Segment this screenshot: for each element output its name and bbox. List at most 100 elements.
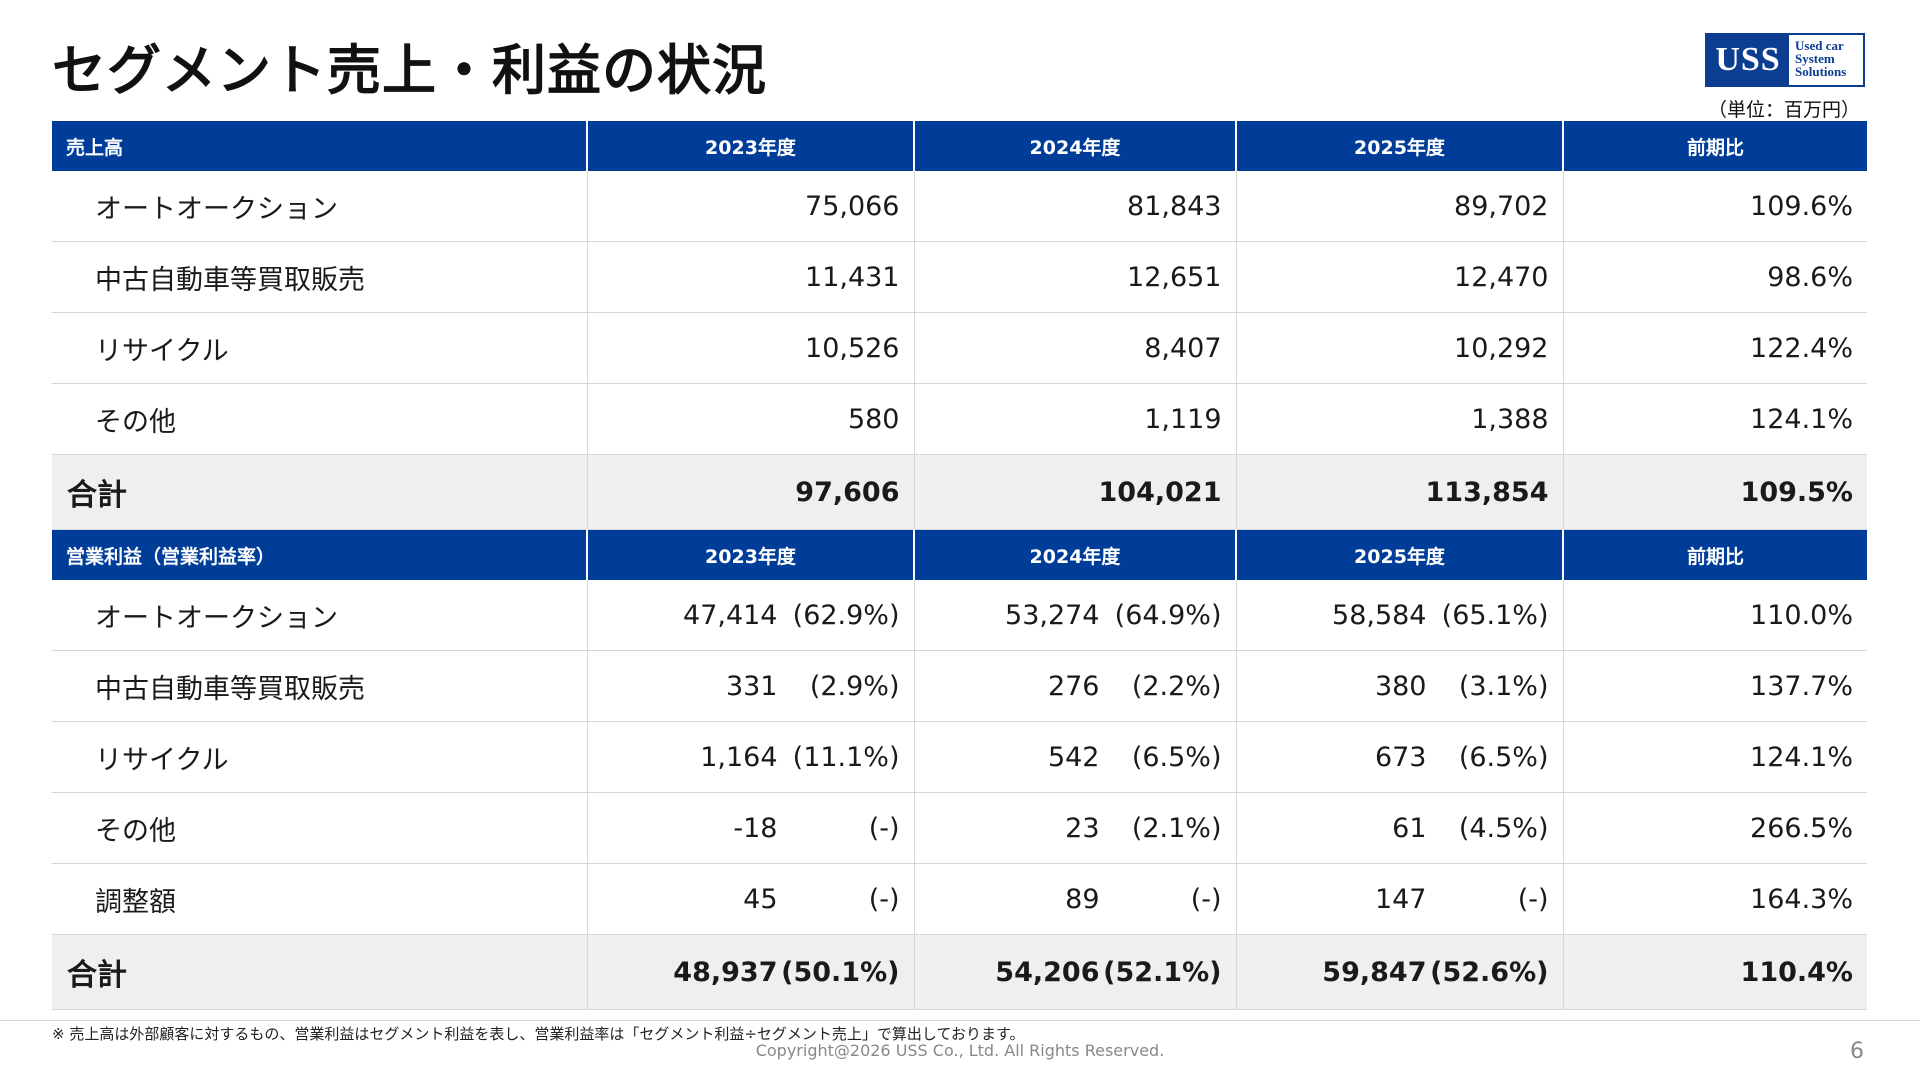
profit-value: 1,164: [700, 741, 778, 773]
segment-label: オートオークション: [52, 171, 587, 242]
value-cell: 81,843: [913, 171, 1236, 242]
value-cell: 580: [586, 383, 914, 455]
total-ratio-cell: 109.5%: [1562, 454, 1867, 530]
total-value-cell: 104,021: [913, 454, 1236, 530]
total-label: 合計: [52, 934, 587, 1010]
profit-margin: (2.1%): [1131, 812, 1222, 844]
profit-margin: (2.2%): [1131, 670, 1222, 702]
profit-margin: (2.9%): [809, 670, 900, 702]
value-cell: 12,470: [1235, 241, 1563, 313]
profit-value: 89: [1065, 883, 1100, 915]
profit-value: 147: [1374, 883, 1427, 915]
profit-margin: (-): [868, 883, 900, 915]
value-cell: 12,651: [913, 241, 1236, 313]
table-header-cell: 2024年度: [913, 529, 1236, 580]
profit-margin: (6.5%): [1131, 741, 1222, 773]
table-row: 調整額 45 (-) 89 (-) 147 (-) 164.3%: [52, 863, 1867, 935]
value-cell: 47,414 (62.9%): [586, 580, 914, 651]
profit-value: 47,414: [683, 599, 778, 631]
profit-header-row: 営業利益（営業利益率） 2023年度 2024年度 2025年度 前期比: [52, 529, 1867, 580]
profit-value: 380: [1374, 670, 1427, 702]
segment-label: オートオークション: [52, 580, 587, 651]
value-cell: 1,119: [913, 383, 1236, 455]
value-cell: -18 (-): [586, 792, 914, 864]
table-row: オートオークション 75,066 81,843 89,702 109.6%: [52, 171, 1867, 242]
table-header-cell: 売上高: [52, 121, 587, 171]
value-cell: 380 (3.1%): [1235, 650, 1563, 722]
table-header-cell: 2024年度: [913, 121, 1236, 171]
profit-margin: (4.5%): [1458, 812, 1549, 844]
profit-value: 61: [1392, 812, 1427, 844]
footnote: ※ 売上高は外部顧客に対するもの、営業利益はセグメント利益を表し、営業利益率は「…: [52, 1025, 1025, 1043]
profit-value: 276: [1047, 670, 1100, 702]
logo-sub-line: Solutions: [1795, 64, 1847, 79]
total-value-cell: 59,847 (52.6%): [1235, 934, 1563, 1010]
table-row: その他 -18 (-) 23 (2.1%) 61 (4.5%) 266.5%: [52, 792, 1867, 864]
value-cell: 89,702: [1235, 171, 1563, 242]
table-header-cell: 2023年度: [586, 121, 914, 171]
table-header-cell: 営業利益（営業利益率）: [52, 529, 587, 580]
value-cell: 89 (-): [913, 863, 1236, 935]
value-cell: 61 (4.5%): [1235, 792, 1563, 864]
value-cell: 23 (2.1%): [913, 792, 1236, 864]
segment-table: 売上高 2023年度 2024年度 2025年度 前期比 オートオークション 7…: [52, 121, 1867, 1010]
profit-margin: (52.6%): [1430, 956, 1549, 988]
table-row: 中古自動車等買取販売 11,431 12,651 12,470 98.6%: [52, 241, 1867, 313]
profit-value: 45: [743, 883, 778, 915]
segment-label: その他: [52, 383, 587, 455]
profit-margin: (52.1%): [1103, 956, 1222, 988]
ratio-cell: 124.1%: [1562, 721, 1867, 793]
profit-margin: (-): [868, 812, 900, 844]
value-cell: 11,431: [586, 241, 914, 313]
value-cell: 45 (-): [586, 863, 914, 935]
logo-main-text: USS: [1707, 35, 1789, 85]
segment-label: 中古自動車等買取販売: [52, 650, 587, 722]
copyright: Copyright@2026 USS Co., Ltd. All Rights …: [755, 1041, 1165, 1060]
sales-header-row: 売上高 2023年度 2024年度 2025年度 前期比: [52, 121, 1867, 171]
segment-label: 調整額: [52, 863, 587, 935]
total-label: 合計: [52, 454, 587, 530]
segment-label: 中古自動車等買取販売: [52, 241, 587, 313]
profit-margin: (64.9%): [1114, 599, 1222, 631]
profit-margin: (62.9%): [792, 599, 900, 631]
value-cell: 10,292: [1235, 312, 1563, 384]
table-row: その他 580 1,119 1,388 124.1%: [52, 383, 1867, 455]
profit-value: 331: [725, 670, 778, 702]
logo-sub-text: Used car System Solutions: [1789, 35, 1863, 85]
table-header-cell: 2025年度: [1235, 529, 1563, 580]
table-row: オートオークション 47,414 (62.9%) 53,274 (64.9%) 58…: [52, 580, 1867, 651]
ratio-cell: 137.7%: [1562, 650, 1867, 722]
ratio-cell: 266.5%: [1562, 792, 1867, 864]
profit-total-row: 合計 48,937 (50.1%) 54,206 (52.1%) 59,847 (52…: [52, 934, 1867, 1010]
total-ratio-cell: 110.4%: [1562, 934, 1867, 1010]
value-cell: 1,164 (11.1%): [586, 721, 914, 793]
total-value-cell: 48,937 (50.1%): [586, 934, 914, 1010]
segment-label: その他: [52, 792, 587, 864]
segment-label: リサイクル: [52, 312, 587, 384]
value-cell: 331 (2.9%): [586, 650, 914, 722]
profit-margin: (-): [1517, 883, 1549, 915]
uss-logo: USS Used car System Solutions: [1705, 33, 1865, 87]
sales-total-row: 合計 97,606 104,021 113,854 109.5%: [52, 454, 1867, 530]
table-header-cell: 2023年度: [586, 529, 914, 580]
profit-margin: (-): [1190, 883, 1222, 915]
ratio-cell: 164.3%: [1562, 863, 1867, 935]
profit-margin: (3.1%): [1458, 670, 1549, 702]
profit-margin: (65.1%): [1441, 599, 1549, 631]
table-header-cell: 前期比: [1562, 121, 1867, 171]
total-value-cell: 97,606: [586, 454, 914, 530]
value-cell: 10,526: [586, 312, 914, 384]
value-cell: 53,274 (64.9%): [913, 580, 1236, 651]
table-row: リサイクル 10,526 8,407 10,292 122.4%: [52, 312, 1867, 384]
value-cell: 542 (6.5%): [913, 721, 1236, 793]
value-cell: 8,407: [913, 312, 1236, 384]
value-cell: 1,388: [1235, 383, 1563, 455]
unit-note: （単位：百万円）: [1707, 99, 1860, 121]
profit-value: -18: [733, 812, 778, 844]
total-value-cell: 113,854: [1235, 454, 1563, 530]
profit-value: 58,584: [1332, 599, 1427, 631]
ratio-cell: 110.0%: [1562, 580, 1867, 651]
profit-margin: (11.1%): [792, 741, 900, 773]
profit-margin: (6.5%): [1458, 741, 1549, 773]
table-header-cell: 2025年度: [1235, 121, 1563, 171]
